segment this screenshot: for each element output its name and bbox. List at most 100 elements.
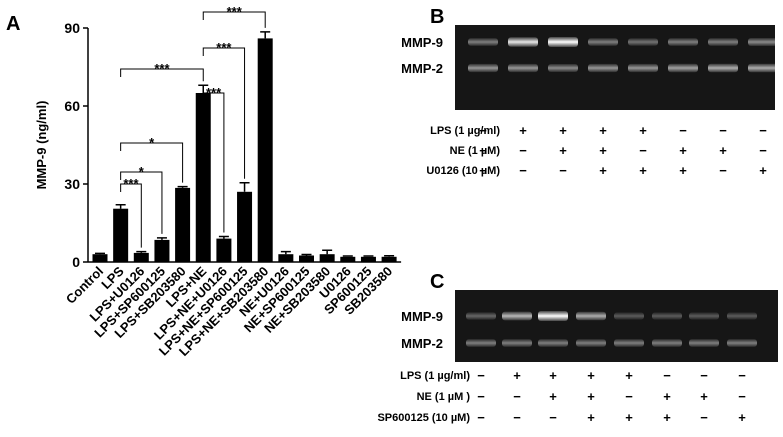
significance-label: * [149, 135, 155, 150]
bar [216, 238, 232, 262]
condition-sign: − [759, 143, 767, 158]
error-bar [177, 185, 188, 188]
condition-sign: + [559, 143, 567, 158]
bar [360, 256, 376, 262]
gel-band [689, 312, 719, 320]
significance-bracket [120, 171, 163, 234]
gel-band [689, 339, 719, 347]
gel-band [538, 311, 568, 321]
gel-band [748, 63, 778, 73]
bar [175, 187, 191, 262]
gel-band [588, 63, 618, 73]
gel-band [708, 63, 738, 73]
gel-band [468, 38, 498, 46]
gel-band [727, 339, 757, 347]
condition-sign: − [679, 123, 687, 138]
gel-band [538, 339, 568, 347]
gel-band [668, 63, 698, 73]
gel-band [614, 339, 644, 347]
error-bar [280, 250, 291, 255]
error-bar [239, 181, 250, 192]
gel-band [576, 339, 606, 347]
bar [133, 252, 149, 262]
significance-bracket [120, 183, 142, 248]
condition-sign: + [587, 410, 595, 425]
condition-sign: − [738, 389, 746, 404]
condition-sign: + [679, 163, 687, 178]
gel-image [455, 290, 778, 362]
gel-band [652, 312, 682, 320]
panel-label: C [430, 271, 444, 293]
bar [319, 254, 335, 262]
bar [92, 254, 108, 262]
condition-sign: − [700, 410, 708, 425]
condition-sign: + [700, 389, 708, 404]
condition-sign: + [759, 163, 767, 178]
condition-sign: + [625, 410, 633, 425]
significance-label: * [139, 164, 145, 179]
condition-label: LPS (1 µg/ml) [430, 125, 500, 137]
condition-sign: + [599, 143, 607, 158]
significance-label: *** [206, 85, 222, 100]
error-bar [198, 84, 209, 93]
error-bar [322, 249, 333, 255]
y-tick-label: 90 [64, 20, 80, 36]
bar [381, 256, 397, 262]
condition-sign: − [479, 123, 487, 138]
condition-sign: + [587, 368, 595, 383]
gel-band [576, 311, 606, 321]
significance-bracket [202, 47, 246, 179]
gel-band [548, 37, 578, 47]
band-label: MMP-9 [401, 35, 443, 50]
condition-sign: − [519, 143, 527, 158]
gel-band [588, 38, 618, 46]
significance-label: *** [123, 176, 139, 191]
band-label: MMP-2 [401, 61, 443, 76]
condition-sign: + [679, 143, 687, 158]
condition-sign: − [477, 410, 485, 425]
bar [257, 38, 273, 263]
error-bar [301, 253, 312, 256]
condition-sign: − [625, 389, 633, 404]
condition-label: U0126 (10 µM) [426, 165, 500, 177]
condition-sign: − [513, 410, 521, 425]
condition-sign: + [519, 123, 527, 138]
condition-sign: + [639, 163, 647, 178]
bar [154, 239, 170, 262]
bar [113, 208, 129, 262]
condition-sign: + [549, 368, 557, 383]
bar [237, 191, 253, 262]
band-label: MMP-2 [401, 336, 443, 351]
condition-sign: + [587, 389, 595, 404]
condition-sign: + [639, 123, 647, 138]
y-tick-label: 60 [64, 98, 80, 114]
significance-bracket [120, 68, 204, 82]
condition-sign: − [477, 389, 485, 404]
bar [278, 254, 294, 262]
condition-sign: + [625, 368, 633, 383]
gel-band [708, 38, 738, 46]
gel-band [466, 339, 496, 347]
error-bar [156, 237, 167, 240]
panel-label: B [430, 6, 444, 28]
condition-sign: − [738, 368, 746, 383]
bar [195, 93, 211, 262]
gel-band [466, 312, 496, 320]
condition-label: LPS (1 µg/ml) [400, 370, 470, 382]
gel-band [748, 38, 778, 46]
error-bar [136, 250, 147, 253]
condition-sign: − [479, 163, 487, 178]
condition-sign: − [663, 368, 671, 383]
error-bar [384, 255, 395, 257]
condition-sign: − [513, 389, 521, 404]
error-bar [218, 235, 229, 239]
error-bar [363, 255, 374, 257]
significance-bracket [120, 142, 184, 183]
gel-band [468, 63, 498, 73]
gel-band [508, 37, 538, 47]
significance-label: *** [154, 61, 170, 76]
condition-sign: − [549, 410, 557, 425]
condition-label: NE (1 µM ) [417, 391, 471, 403]
condition-sign: + [549, 389, 557, 404]
error-bar [342, 255, 353, 257]
